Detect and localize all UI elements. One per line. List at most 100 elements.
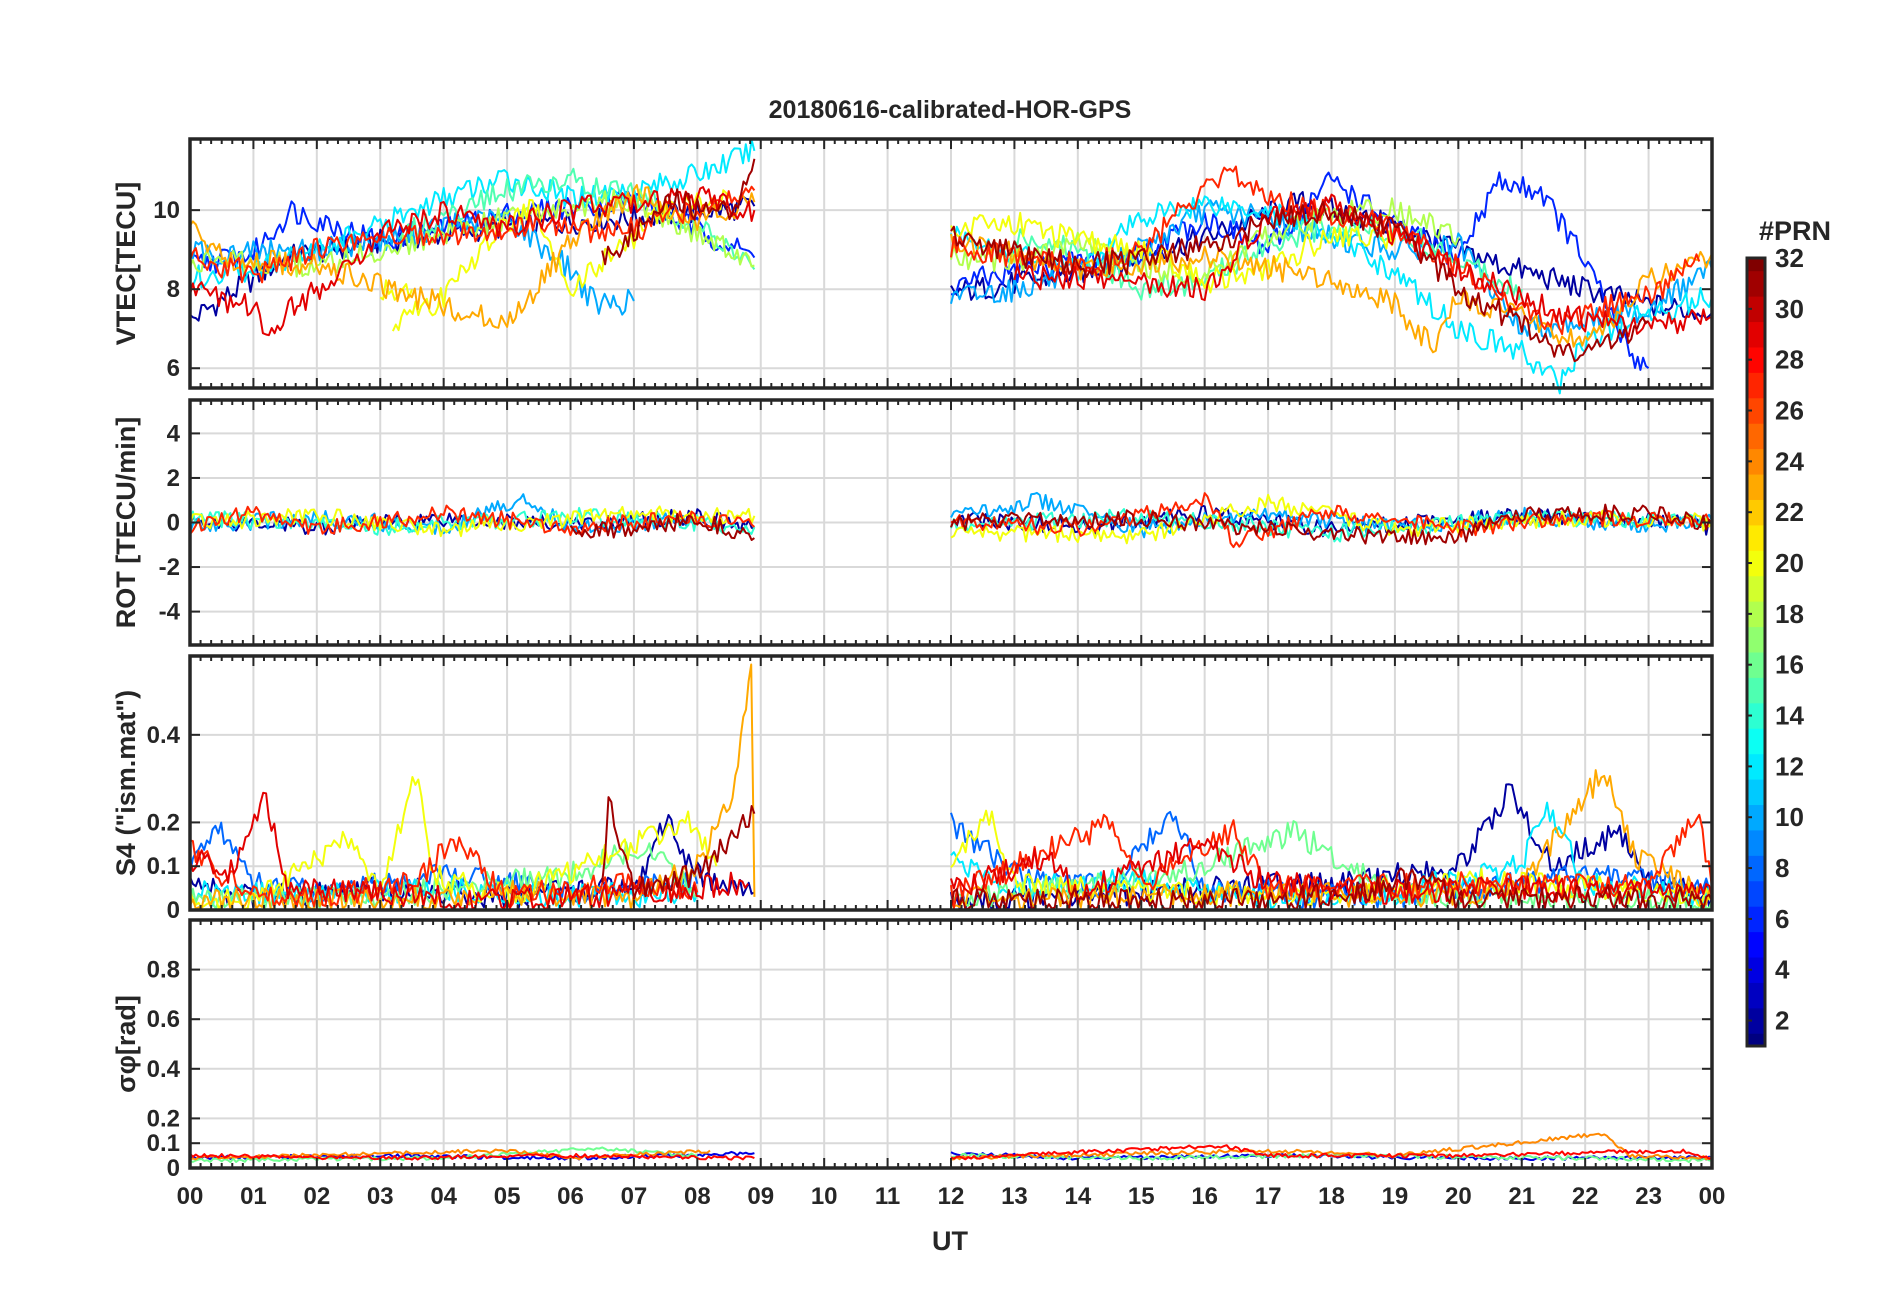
x-tick-label: 12 (938, 1183, 965, 1210)
colorbar-swatch (1747, 957, 1765, 983)
x-tick-label: 05 (494, 1183, 521, 1210)
x-tick-label: 17 (1255, 1183, 1282, 1210)
colorbar-swatch (1747, 372, 1765, 399)
x-tick-label: 01 (240, 1183, 267, 1210)
colorbar-swatch (1747, 321, 1765, 348)
y-tick-label: 0.1 (147, 853, 180, 880)
x-tick-label: 22 (1572, 1183, 1599, 1210)
colorbar-tick-label: 28 (1775, 345, 1804, 375)
y-tick-label: 10 (153, 197, 180, 224)
colorbar-tick-label: 6 (1775, 904, 1789, 934)
colorbar-swatch (1747, 346, 1765, 373)
panel-vtec: 6 8 10 VTEC[TECU] (111, 137, 1714, 395)
x-tick-labels: 00 01 02 03 04 05 06 07 08 09 10 11 12 13 14 15 16 17 18 19… (177, 1183, 1726, 1210)
colorbar-tick-label: 22 (1775, 497, 1804, 527)
x-tick-label: 11 (875, 1183, 900, 1210)
x-tick-label: 07 (621, 1183, 648, 1210)
y-tick-label: 0.4 (147, 722, 181, 749)
x-axis-label: UT (932, 1226, 968, 1256)
panel-rot: -4 -2 0 2 4 ROT [TECU/min] (111, 398, 1714, 647)
x-tick-label: 09 (747, 1183, 774, 1210)
colorbar-swatch (1747, 855, 1765, 882)
colorbar-tick-label: 10 (1775, 802, 1804, 832)
y-tick-label: 0.1 (147, 1130, 180, 1157)
colorbar-tick-label: 32 (1775, 243, 1804, 273)
series-prn-28 (189, 1152, 755, 1161)
panel-s4-series (189, 663, 1713, 910)
panel-s4-ylabel: S4 ("ism.mat") (111, 690, 141, 876)
panel-sigma_phi: 00.10.2 0.4 0.6 0.8σφ[rad] (111, 918, 1714, 1182)
x-tick-label: 00 (177, 1183, 204, 1210)
series-prn-20 (189, 776, 718, 910)
series-prn-27 (950, 492, 1713, 549)
y-tick-label: 0.2 (147, 809, 180, 836)
panel-vtec-series (189, 138, 1713, 395)
series-prn-27 (189, 185, 756, 284)
y-tick-label: 0 (167, 510, 180, 537)
series-prn-28 (950, 1144, 1713, 1161)
colorbar-tick-label: 26 (1775, 396, 1804, 426)
x-tick-label: 21 (1508, 1183, 1535, 1210)
colorbar-swatch (1747, 474, 1765, 500)
colorbar-tick-label: 8 (1775, 853, 1789, 883)
colorbar-swatch (1747, 448, 1765, 475)
series-prn-27 (189, 836, 699, 909)
chart-title: 20180616-calibrated-HOR-GPS (769, 96, 1132, 124)
panel-rot-ylabel: ROT [TECU/min] (111, 417, 141, 628)
series-prn-24 (950, 1132, 1713, 1161)
colorbar-swatch (1747, 779, 1765, 806)
panel-vtec-ticks: 6 8 10 (153, 139, 1713, 388)
colorbar-swatch (1747, 626, 1765, 653)
colorbar-tick-label: 2 (1775, 1006, 1789, 1036)
x-tick-label: 06 (557, 1183, 584, 1210)
series-prn-8 (950, 810, 1713, 910)
colorbar-swatch (1747, 982, 1765, 1009)
x-tick-label: 08 (684, 1183, 711, 1210)
x-tick-label: 20 (1445, 1183, 1472, 1210)
colorbar-swatch (1747, 677, 1765, 704)
colorbar-swatch (1747, 880, 1765, 907)
colorbar-swatch (1747, 397, 1765, 424)
colorbar-swatch (1747, 753, 1765, 780)
colorbar-swatch (1747, 270, 1765, 297)
y-tick-label: 8 (167, 276, 180, 303)
panel-rot-ticks: -4 -2 0 2 4 (159, 400, 1713, 645)
panel-vtec-ylabel: VTEC[TECU] (111, 182, 141, 346)
x-tick-label: 19 (1382, 1183, 1409, 1210)
y-tick-label: 0.6 (147, 1006, 180, 1033)
x-tick-label: 13 (1001, 1183, 1028, 1210)
colorbar-swatch (1747, 702, 1765, 729)
y-tick-label: 0.8 (147, 957, 180, 984)
colorbar-swatch (1747, 550, 1765, 577)
colorbar-swatch (1747, 652, 1765, 678)
series-prn-29 (1013, 193, 1713, 338)
panel-s4-ticks: 0 0.1 0.2 0.4 (147, 656, 1713, 924)
colorbar-tick-label: 24 (1775, 446, 1804, 476)
series-prn-23 (950, 233, 1713, 354)
series-prn-27 (950, 813, 1713, 910)
colorbar-swatch (1747, 524, 1765, 551)
colorbar-tick-label: 30 (1775, 294, 1804, 324)
x-tick-label: 15 (1128, 1183, 1155, 1210)
x-tick-label: 16 (1191, 1183, 1218, 1210)
x-tick-label: 00 (1699, 1183, 1726, 1210)
series-prn-31 (950, 503, 1713, 546)
colorbar-swatch (1747, 728, 1765, 755)
x-tick-label: 23 (1635, 1183, 1662, 1210)
series-prn-31 (601, 158, 756, 266)
panel-s4: 0 0.1 0.2 0.4S4 ("ism.mat") (111, 654, 1714, 924)
colorbar-swatch (1747, 1033, 1765, 1047)
panel-sigma_phi-ylabel: σφ[rad] (111, 995, 141, 1093)
colorbar-swatch (1747, 499, 1765, 526)
x-tick-label: 18 (1318, 1183, 1345, 1210)
y-tick-label: 2 (167, 465, 180, 492)
colorbar-swatch (1747, 804, 1765, 831)
colorbar-swatch (1747, 423, 1765, 450)
x-tick-label: 03 (367, 1183, 394, 1210)
series-prn-31 (569, 512, 755, 541)
colorbar-frame (1745, 256, 1767, 1048)
y-tick-label: -4 (159, 599, 181, 626)
